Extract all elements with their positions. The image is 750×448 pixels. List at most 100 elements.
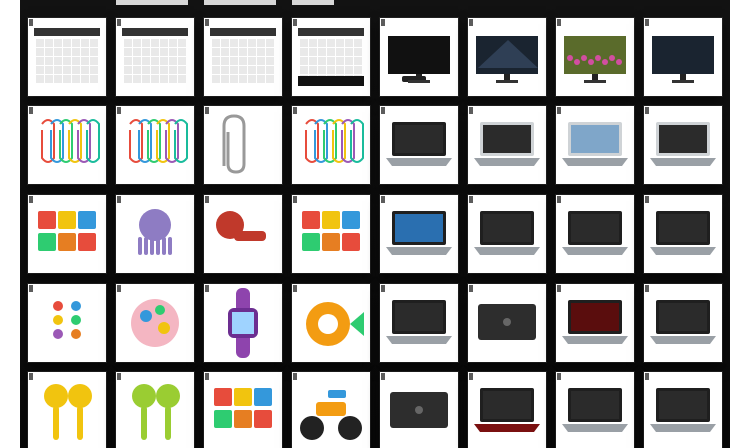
product-tile[interactable]	[556, 372, 634, 448]
product-tile-caption	[645, 107, 649, 114]
gaming-laptop-icon	[556, 284, 634, 362]
paperclip-large-icon	[204, 106, 282, 184]
product-tile-caption	[469, 285, 473, 292]
tile-reflection	[556, 94, 634, 96]
tile-reflection	[468, 360, 546, 362]
product-tile[interactable]	[28, 372, 106, 448]
product-tile[interactable]	[292, 195, 370, 273]
product-tile[interactable]	[116, 195, 194, 273]
tile-reflection	[28, 360, 106, 362]
product-tile-caption	[205, 373, 209, 380]
product-tile[interactable]	[556, 284, 634, 362]
tile-reflection	[556, 271, 634, 273]
product-tile[interactable]	[556, 195, 634, 273]
product-tile[interactable]	[644, 372, 722, 448]
product-tile[interactable]	[468, 372, 546, 448]
tile-reflection	[28, 182, 106, 184]
tricycle-icon	[292, 372, 370, 448]
tv-black-icon	[644, 18, 722, 96]
product-tile-caption	[557, 373, 561, 380]
product-tile[interactable]	[644, 195, 722, 273]
paperclip-jar-icon	[28, 106, 106, 184]
product-tile[interactable]	[28, 106, 106, 184]
product-tile[interactable]	[380, 372, 458, 448]
product-tile[interactable]	[28, 195, 106, 273]
product-tile[interactable]	[292, 106, 370, 184]
product-tile-caption	[645, 373, 649, 380]
product-tile[interactable]	[204, 106, 282, 184]
product-tile[interactable]	[556, 18, 634, 96]
product-tile-caption	[381, 373, 385, 380]
product-tile-caption	[381, 196, 385, 203]
thinkpad-icon	[556, 195, 634, 273]
tile-reflection	[468, 94, 546, 96]
laptop-lid-icon	[468, 284, 546, 362]
product-image-wall	[20, 0, 730, 448]
tile-reflection	[116, 271, 194, 273]
product-tile[interactable]	[380, 18, 458, 96]
product-tile[interactable]	[380, 195, 458, 273]
product-tile-caption	[557, 107, 561, 114]
hp-laptop-icon	[644, 372, 722, 448]
tile-reflection	[468, 271, 546, 273]
product-tile[interactable]	[468, 284, 546, 362]
planner-icon	[204, 18, 282, 96]
product-tile[interactable]	[468, 106, 546, 184]
tile-reflection	[556, 182, 634, 184]
laptop-dark-icon	[380, 106, 458, 184]
product-tile[interactable]	[292, 284, 370, 362]
tile-reflection	[116, 360, 194, 362]
laptop-closed-icon	[380, 372, 458, 448]
product-tile[interactable]	[116, 18, 194, 96]
slim-laptop-icon	[468, 195, 546, 273]
product-tile-caption	[29, 107, 33, 114]
product-tile-caption	[117, 19, 121, 26]
product-tile[interactable]	[28, 18, 106, 96]
product-tile[interactable]	[644, 284, 722, 362]
product-tile[interactable]	[204, 18, 282, 96]
page-margin-right	[730, 0, 750, 448]
product-tile-caption	[293, 373, 297, 380]
product-tile-caption	[293, 19, 297, 26]
tile-reflection	[204, 271, 282, 273]
maraca-yellow-icon	[28, 372, 106, 448]
product-tile[interactable]	[28, 284, 106, 362]
acer-laptop-icon	[644, 284, 722, 362]
product-tile-caption	[293, 107, 297, 114]
building-blocks-icon	[292, 195, 370, 273]
product-tile[interactable]	[292, 18, 370, 96]
product-tile[interactable]	[468, 195, 546, 273]
product-tile[interactable]	[644, 18, 722, 96]
product-tile[interactable]	[116, 372, 194, 448]
macbook-icon	[556, 106, 634, 184]
tile-reflection	[292, 360, 370, 362]
product-tile[interactable]	[204, 195, 282, 273]
tile-reflection	[292, 271, 370, 273]
product-tile[interactable]	[204, 284, 282, 362]
product-tile[interactable]	[380, 106, 458, 184]
product-tile-caption	[29, 19, 33, 26]
product-tile[interactable]	[292, 372, 370, 448]
tile-reflection	[644, 360, 722, 362]
product-tile-caption	[205, 107, 209, 114]
product-tile-caption	[205, 196, 209, 203]
tile-reflection	[204, 360, 282, 362]
tv-remote-icon	[380, 18, 458, 96]
paperclip-hand-icon	[116, 106, 194, 184]
product-tile[interactable]	[116, 284, 194, 362]
product-tile[interactable]	[556, 106, 634, 184]
product-tile[interactable]	[468, 18, 546, 96]
chromebook-icon	[644, 106, 722, 184]
product-tile-caption	[557, 285, 561, 292]
laptop-silver-icon	[468, 106, 546, 184]
product-tile[interactable]	[204, 372, 282, 448]
product-tile[interactable]	[644, 106, 722, 184]
product-tile[interactable]	[116, 106, 194, 184]
product-tile-caption	[29, 285, 33, 292]
tile-reflection	[28, 94, 106, 96]
product-tile-caption	[117, 196, 121, 203]
product-tile-caption	[469, 107, 473, 114]
top-row-fragments	[20, 0, 730, 6]
product-tile[interactable]	[380, 284, 458, 362]
tile-reflection	[116, 94, 194, 96]
